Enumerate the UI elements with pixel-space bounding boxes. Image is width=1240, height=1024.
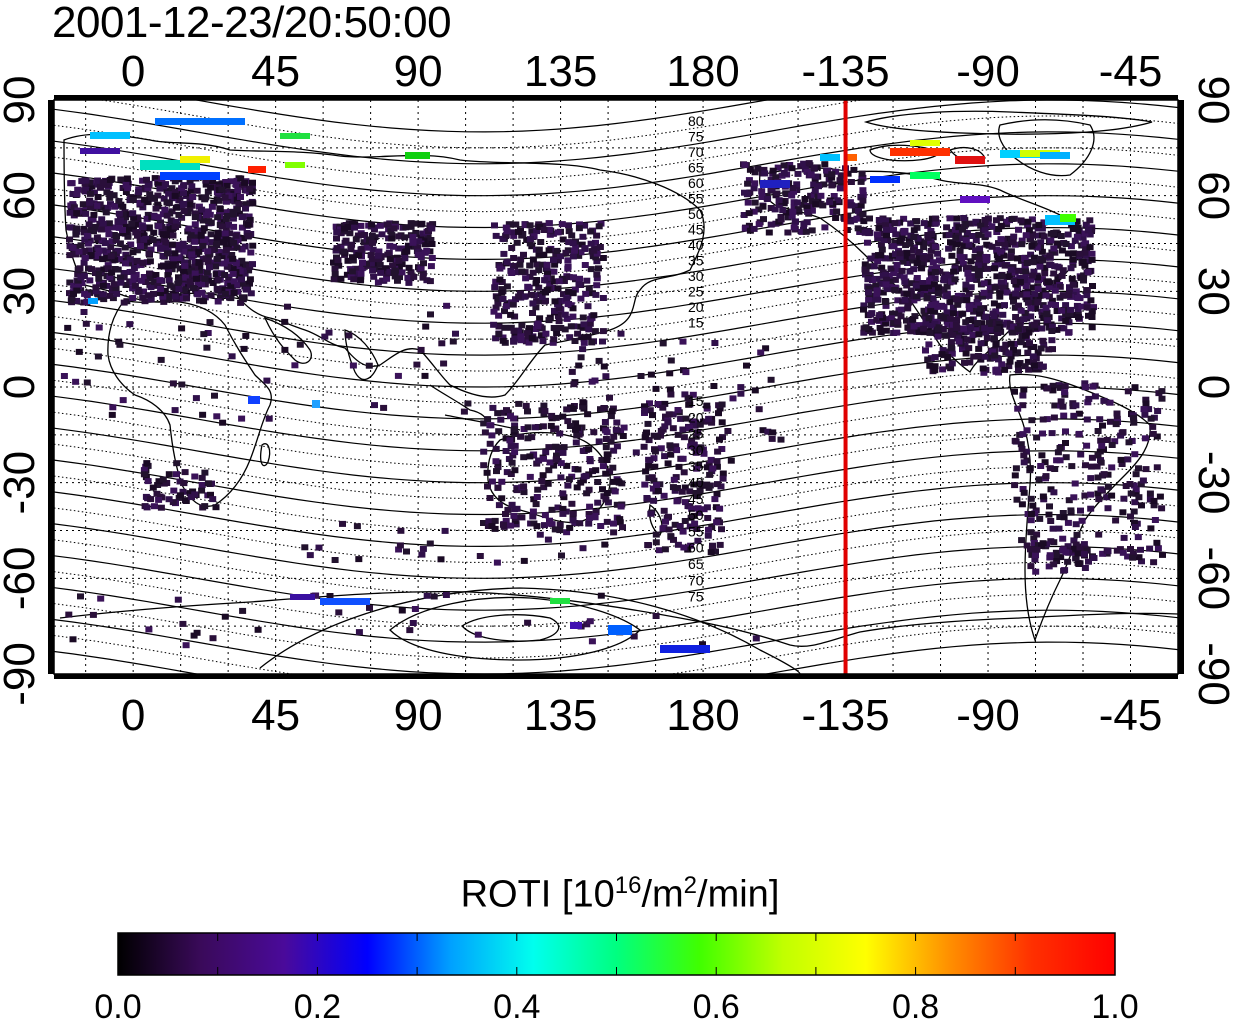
left-latitude-tick-label: 0 <box>0 375 44 399</box>
contour-label-south: 50 <box>688 507 704 523</box>
top-longitude-tick-label: 135 <box>524 47 597 96</box>
contour-label-south: 20 <box>688 409 704 425</box>
left-latitude-labels: 90 60 30 0 -30 -60 -90 <box>0 76 44 706</box>
right-tick-bar <box>1178 100 1184 674</box>
colorbar-tick-label: 0.4 <box>493 988 540 1024</box>
colorbar-tick-label: 0.2 <box>294 988 341 1024</box>
bottom-longitude-tick-label: 180 <box>666 691 739 740</box>
coastlines <box>59 110 1178 674</box>
contour-label-north: 45 <box>688 222 704 238</box>
bottom-longitude-labels: 0 45 90 135 180 -135 -90 -45 <box>121 691 1162 740</box>
contour-label-north: 70 <box>688 144 704 160</box>
map-frame <box>53 99 1179 675</box>
bottom-longitude-tick-label: 0 <box>121 691 145 740</box>
left-latitude-tick-label: 30 <box>0 267 44 316</box>
left-latitude-tick-label: -90 <box>0 642 44 706</box>
bottom-longitude-tick-label: -90 <box>956 691 1020 740</box>
contour-label-north: 35 <box>688 253 704 269</box>
colorbar-tick-label: 0.6 <box>693 988 740 1024</box>
contour-label-south: 45 <box>688 491 704 507</box>
bottom-longitude-tick-label: -45 <box>1099 691 1163 740</box>
magnetic-latitude-contours <box>54 100 1178 674</box>
right-latitude-tick-label: 90 <box>1189 76 1238 125</box>
contour-label-south: 65 <box>688 556 704 572</box>
right-latitude-tick-label: -90 <box>1189 642 1238 706</box>
contour-label-south: 55 <box>688 523 704 539</box>
top-longitude-tick-label: 45 <box>251 47 300 96</box>
map-plot-area: 8075706560555045403530252015152025303540… <box>54 100 1178 674</box>
contour-label-north: 40 <box>688 237 704 253</box>
bottom-longitude-tick-label: 90 <box>394 691 443 740</box>
bottom-tick-bar <box>54 673 1178 679</box>
contour-label-north: 15 <box>688 315 704 331</box>
contour-label-north: 55 <box>688 191 704 207</box>
colorbar-tick-label: 0.0 <box>94 988 141 1024</box>
right-latitude-tick-label: -30 <box>1189 451 1238 515</box>
top-longitude-tick-label: 180 <box>666 47 739 96</box>
top-longitude-tick-label: 0 <box>121 47 145 96</box>
contour-labels: 8075706560555045403530252015152025303540… <box>688 113 704 605</box>
right-latitude-tick-label: 60 <box>1189 171 1238 220</box>
bottom-longitude-tick-label: -135 <box>802 691 890 740</box>
bottom-longitude-tick-label: 135 <box>524 691 597 740</box>
colorbar-tick-label: 1.0 <box>1091 988 1138 1024</box>
top-tick-bar <box>54 95 1178 101</box>
top-longitude-tick-label: -90 <box>956 47 1020 96</box>
contour-label-south: 40 <box>688 475 704 491</box>
left-latitude-tick-label: -30 <box>0 451 44 515</box>
top-longitude-tick-label: -45 <box>1099 47 1163 96</box>
right-latitude-tick-label: 0 <box>1189 375 1238 399</box>
contour-label-north: 30 <box>688 268 704 284</box>
contour-label-south: 30 <box>688 442 704 458</box>
left-tick-bar <box>48 100 54 674</box>
contour-label-south: 60 <box>688 540 704 556</box>
colorbar-ticks: 0.0 0.2 0.4 0.6 0.8 1.0 <box>94 933 1139 1024</box>
colorbar-tick-label: 0.8 <box>892 988 939 1024</box>
top-longitude-labels: 0 45 90 135 180 -135 -90 -45 <box>121 47 1162 96</box>
top-longitude-tick-label: -135 <box>802 47 890 96</box>
contour-label-south: 25 <box>688 426 704 442</box>
right-latitude-labels: 90 60 30 0 -30 -60 -90 <box>1189 76 1238 706</box>
left-latitude-tick-label: 60 <box>0 171 44 220</box>
right-latitude-tick-label: -60 <box>1189 547 1238 611</box>
contour-label-south: 35 <box>688 458 704 474</box>
contour-label-south: 75 <box>688 589 704 605</box>
contour-label-south: 15 <box>688 393 704 409</box>
right-latitude-tick-label: 30 <box>1189 267 1238 316</box>
contour-label-north: 25 <box>688 284 704 300</box>
left-latitude-tick-label: 90 <box>0 76 44 125</box>
contour-label-north: 20 <box>688 299 704 315</box>
contour-label-north: 80 <box>688 113 704 129</box>
bottom-longitude-tick-label: 45 <box>251 691 300 740</box>
contour-label-north: 65 <box>688 160 704 176</box>
contour-label-north: 60 <box>688 175 704 191</box>
contour-label-north: 75 <box>688 129 704 145</box>
roti-data-cells <box>60 118 1166 653</box>
left-latitude-tick-label: -60 <box>0 547 44 611</box>
top-longitude-tick-label: 90 <box>394 47 443 96</box>
contour-label-north: 50 <box>688 206 704 222</box>
colorbar-label: ROTI [1016/m2/min] <box>460 872 780 916</box>
contour-label-south: 70 <box>688 572 704 588</box>
map-title: 2001-12-23/20:50:00 <box>52 0 452 47</box>
